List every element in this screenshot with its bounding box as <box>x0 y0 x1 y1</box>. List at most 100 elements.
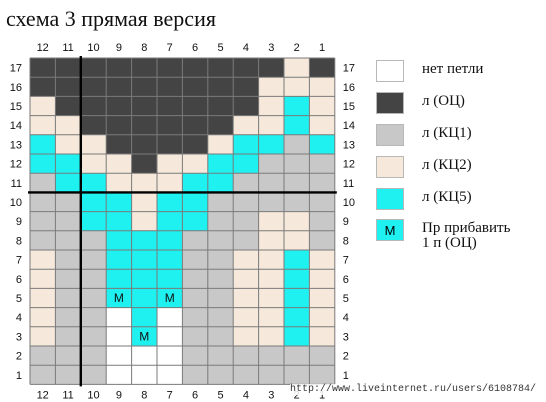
column-label-bottom: 2 <box>294 389 300 401</box>
chart-cell-r4-c5 <box>207 307 234 327</box>
chart-cell-r9-c5 <box>207 211 234 231</box>
chart-cell-r14-c1 <box>309 115 335 135</box>
chart-cell-r11-c8 <box>131 173 157 193</box>
chart-cells <box>30 58 335 385</box>
chart-cell-r12-c9 <box>106 154 132 174</box>
legend-label: л (КЦ5) <box>422 189 472 205</box>
row-label-right: 11 <box>343 178 354 190</box>
row-label-left: 17 <box>10 63 22 75</box>
chart-cell-r3-c8 <box>131 326 157 346</box>
legend-label: л (ОЦ) <box>422 93 465 109</box>
legend-label: нет петли <box>422 61 484 77</box>
chart-cell-r17-c1 <box>309 58 335 78</box>
chart-cell-r5-c1 <box>309 288 335 308</box>
chart-cell-r15-c8 <box>131 96 157 116</box>
chart-cell-r2-c4 <box>233 346 259 366</box>
row-label-right: 10 <box>343 197 355 209</box>
chart-cell-r14-c6 <box>182 115 208 135</box>
chart-cell-r6-c6 <box>182 269 208 289</box>
chart-m-mark: M <box>114 291 124 305</box>
chart-cell-r4-c8 <box>131 307 157 327</box>
column-label-bottom: 7 <box>167 389 173 401</box>
chart-cell-r3-c11 <box>55 326 81 346</box>
chart-cell-r11-c12 <box>30 173 56 193</box>
chart-cell-r3-c3 <box>258 326 284 346</box>
chart-cell-r7-c12 <box>30 250 56 270</box>
chart-cell-r1-c5 <box>207 365 234 385</box>
chart-cell-r17-c11 <box>55 58 81 78</box>
chart-cell-r2-c5 <box>207 346 234 366</box>
row-label-right: 15 <box>343 101 355 113</box>
legend-swatch <box>376 60 404 82</box>
chart-cell-r13-c1 <box>309 134 335 154</box>
chart-cell-r11-c4 <box>233 173 259 193</box>
chart-cell-r12-c5 <box>207 154 234 174</box>
chart-cell-r13-c3 <box>258 134 284 154</box>
chart-cell-r4-c6 <box>182 307 208 327</box>
diagram-title: схема 3 прямая версия <box>6 6 216 31</box>
chart-cell-r13-c5 <box>207 134 234 154</box>
chart-cell-r6-c5 <box>207 269 234 289</box>
chart-cell-r4-c9 <box>106 307 132 327</box>
column-label-bottom: 5 <box>217 389 223 401</box>
legend-label: л (КЦ2) <box>422 157 472 173</box>
chart-cell-r7-c3 <box>258 250 284 270</box>
chart-cell-r14-c3 <box>258 115 284 135</box>
chart-cell-r14-c5 <box>207 115 234 135</box>
chart-cell-r3-c5 <box>207 326 234 346</box>
chart-cell-r8-c9 <box>106 230 132 250</box>
chart-cell-r2-c9 <box>106 346 132 366</box>
chart-cell-r16-c1 <box>309 77 335 97</box>
chart-cell-r1-c6 <box>182 365 208 385</box>
chart-cell-r10-c9 <box>106 192 132 212</box>
chart-cell-r15-c2 <box>284 96 310 116</box>
row-label-right: 16 <box>343 82 355 94</box>
chart-cell-r8-c1 <box>309 230 335 250</box>
chart-cell-r10-c4 <box>233 192 259 212</box>
chart-m-mark: M <box>165 291 175 305</box>
column-label-top: 2 <box>294 42 300 54</box>
chart-cell-r15-c6 <box>182 96 208 116</box>
chart-cell-r9-c8 <box>131 211 157 231</box>
chart-cell-r7-c10 <box>80 250 107 270</box>
chart-cell-r9-c7 <box>157 211 183 231</box>
chart-cell-r13-c7 <box>157 134 183 154</box>
chart-cell-r11-c7 <box>157 173 183 193</box>
row-label-left: 9 <box>16 216 22 228</box>
row-label-right: 3 <box>343 331 349 343</box>
row-label-left: 2 <box>16 351 22 363</box>
legend-label: л (КЦ1) <box>422 125 472 141</box>
chart-cell-r5-c6 <box>182 288 208 308</box>
chart-cell-r6-c8 <box>131 269 157 289</box>
chart-cell-r15-c1 <box>309 96 335 116</box>
column-label-bottom: 1 <box>319 389 325 401</box>
chart-cell-r11-c11 <box>55 173 81 193</box>
chart-cell-r14-c2 <box>284 115 310 135</box>
chart-cell-r16-c8 <box>131 77 157 97</box>
chart-cell-r16-c4 <box>233 77 259 97</box>
chart-cell-r7-c8 <box>131 250 157 270</box>
chart-cell-r6-c2 <box>284 269 310 289</box>
column-label-top: 3 <box>268 42 274 54</box>
chart-cell-r15-c12 <box>30 96 56 116</box>
chart-cell-r9-c3 <box>258 211 284 231</box>
chart-cell-r7-c4 <box>233 250 259 270</box>
column-label-bottom: 3 <box>268 389 274 401</box>
chart-cell-r15-c9 <box>106 96 132 116</box>
chart-cell-r6-c11 <box>55 269 81 289</box>
legend-swatch <box>376 124 404 146</box>
chart-cell-r1-c3 <box>258 365 284 385</box>
chart-cell-r2-c7 <box>157 346 183 366</box>
chart-cell-r7-c7 <box>157 250 183 270</box>
chart-cell-r4-c7 <box>157 307 183 327</box>
chart-cell-r4-c10 <box>80 307 107 327</box>
chart-cell-r17-c3 <box>258 58 284 78</box>
column-label-bottom: 11 <box>62 389 73 401</box>
row-label-right: 14 <box>343 120 355 132</box>
legend-swatch <box>376 188 404 210</box>
row-label-left: 13 <box>10 139 22 151</box>
chart-cell-r5-c12 <box>30 288 56 308</box>
column-label-top: 9 <box>116 42 122 54</box>
row-label-right: 5 <box>343 293 349 305</box>
